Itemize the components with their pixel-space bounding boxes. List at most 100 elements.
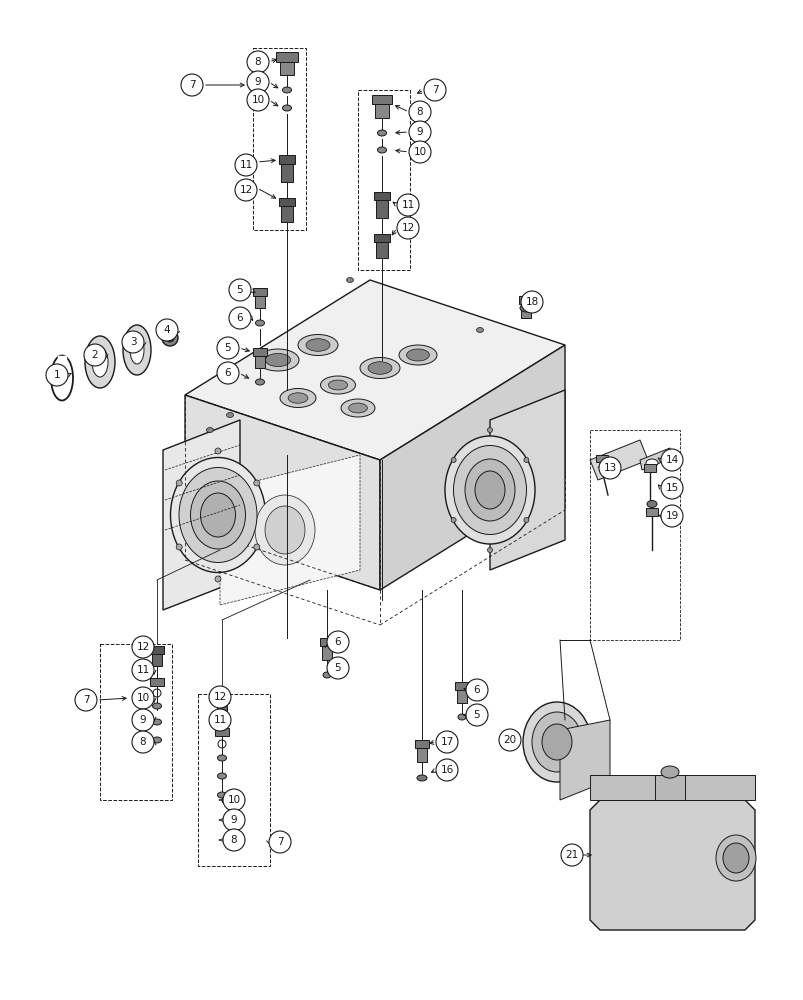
Ellipse shape bbox=[368, 362, 392, 374]
Circle shape bbox=[466, 704, 487, 726]
Polygon shape bbox=[376, 242, 388, 258]
Ellipse shape bbox=[92, 347, 108, 377]
Text: 7: 7 bbox=[276, 837, 283, 847]
Text: 10: 10 bbox=[251, 95, 264, 105]
Ellipse shape bbox=[153, 737, 161, 743]
Polygon shape bbox=[414, 740, 429, 748]
Polygon shape bbox=[376, 200, 388, 218]
Polygon shape bbox=[589, 800, 754, 930]
Text: 7: 7 bbox=[83, 695, 89, 705]
Circle shape bbox=[84, 344, 106, 366]
Circle shape bbox=[397, 194, 418, 216]
Polygon shape bbox=[417, 748, 426, 762]
Ellipse shape bbox=[298, 334, 337, 356]
Polygon shape bbox=[214, 695, 229, 703]
Polygon shape bbox=[255, 296, 265, 308]
Ellipse shape bbox=[417, 775, 426, 781]
Circle shape bbox=[247, 71, 269, 93]
Text: 9: 9 bbox=[416, 127, 423, 137]
Text: 3: 3 bbox=[129, 337, 137, 347]
Ellipse shape bbox=[255, 495, 315, 565]
Text: 12: 12 bbox=[137, 642, 149, 652]
Polygon shape bbox=[281, 164, 292, 182]
Ellipse shape bbox=[255, 379, 264, 385]
Ellipse shape bbox=[453, 446, 526, 534]
Text: 6: 6 bbox=[224, 368, 231, 378]
Ellipse shape bbox=[377, 147, 386, 153]
Polygon shape bbox=[279, 62, 294, 75]
Text: 8: 8 bbox=[416, 107, 423, 117]
Ellipse shape bbox=[328, 380, 347, 390]
Polygon shape bbox=[560, 720, 609, 800]
Polygon shape bbox=[275, 52, 298, 62]
Ellipse shape bbox=[323, 672, 331, 678]
Circle shape bbox=[327, 631, 349, 653]
Circle shape bbox=[598, 457, 620, 479]
Text: 5: 5 bbox=[224, 343, 231, 353]
Ellipse shape bbox=[218, 773, 226, 779]
Ellipse shape bbox=[645, 459, 657, 467]
Text: 10: 10 bbox=[413, 147, 426, 157]
Circle shape bbox=[122, 331, 144, 353]
Polygon shape bbox=[595, 455, 607, 462]
Polygon shape bbox=[214, 728, 229, 736]
Circle shape bbox=[46, 364, 68, 386]
Ellipse shape bbox=[190, 481, 245, 549]
Text: 8: 8 bbox=[230, 835, 237, 845]
Ellipse shape bbox=[176, 544, 182, 550]
Ellipse shape bbox=[130, 336, 144, 364]
Ellipse shape bbox=[218, 792, 226, 798]
Ellipse shape bbox=[279, 388, 316, 408]
Ellipse shape bbox=[161, 330, 177, 346]
Circle shape bbox=[466, 679, 487, 701]
Circle shape bbox=[327, 657, 349, 679]
Ellipse shape bbox=[265, 506, 304, 554]
Circle shape bbox=[222, 809, 245, 831]
Polygon shape bbox=[150, 678, 164, 686]
Ellipse shape bbox=[206, 428, 214, 432]
Polygon shape bbox=[589, 440, 647, 480]
Text: 7: 7 bbox=[431, 85, 438, 95]
Ellipse shape bbox=[287, 393, 308, 403]
Ellipse shape bbox=[214, 576, 221, 582]
Ellipse shape bbox=[346, 277, 353, 282]
Text: 6: 6 bbox=[236, 313, 243, 323]
Text: 7: 7 bbox=[189, 80, 195, 90]
Ellipse shape bbox=[722, 843, 748, 873]
Ellipse shape bbox=[165, 334, 173, 342]
Ellipse shape bbox=[360, 358, 400, 378]
Ellipse shape bbox=[541, 724, 571, 760]
Circle shape bbox=[660, 505, 683, 527]
Ellipse shape bbox=[282, 87, 291, 93]
Text: 5: 5 bbox=[473, 710, 479, 720]
Polygon shape bbox=[321, 646, 332, 660]
Text: 6: 6 bbox=[334, 637, 341, 647]
Ellipse shape bbox=[257, 349, 299, 371]
Polygon shape bbox=[454, 682, 468, 690]
Polygon shape bbox=[220, 455, 360, 605]
Ellipse shape bbox=[349, 403, 367, 413]
Ellipse shape bbox=[475, 471, 504, 509]
Text: 5: 5 bbox=[334, 663, 341, 673]
Ellipse shape bbox=[520, 304, 532, 312]
Text: 18: 18 bbox=[524, 297, 538, 307]
Ellipse shape bbox=[255, 320, 264, 326]
Ellipse shape bbox=[458, 714, 466, 720]
Circle shape bbox=[132, 731, 154, 753]
Polygon shape bbox=[645, 508, 657, 516]
Ellipse shape bbox=[476, 328, 483, 332]
Circle shape bbox=[560, 844, 582, 866]
Text: 1: 1 bbox=[54, 370, 60, 380]
Circle shape bbox=[234, 154, 257, 176]
Polygon shape bbox=[185, 395, 380, 590]
Ellipse shape bbox=[532, 712, 581, 772]
Circle shape bbox=[435, 731, 458, 753]
Circle shape bbox=[409, 141, 430, 163]
Circle shape bbox=[222, 829, 245, 851]
Ellipse shape bbox=[218, 755, 226, 761]
Circle shape bbox=[397, 217, 418, 239]
Circle shape bbox=[269, 831, 291, 853]
Polygon shape bbox=[281, 206, 292, 222]
Ellipse shape bbox=[340, 399, 374, 417]
Text: 8: 8 bbox=[140, 737, 146, 747]
